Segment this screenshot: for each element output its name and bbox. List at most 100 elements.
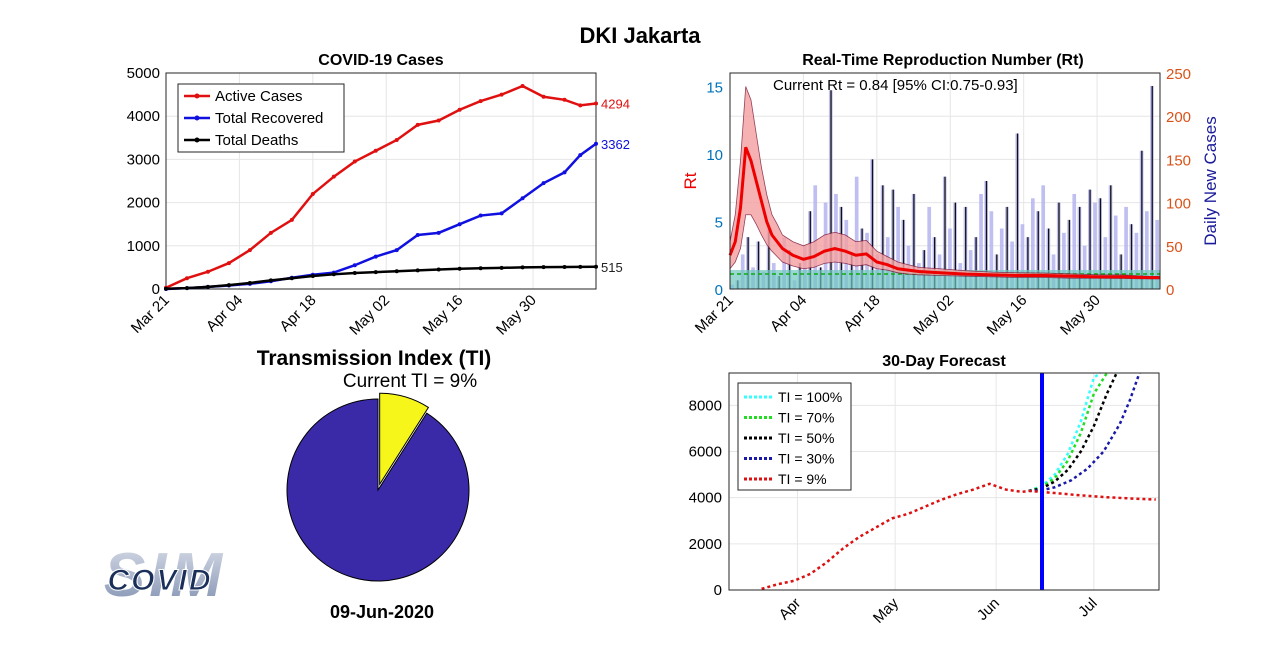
rt-y-tick-label: 15	[706, 80, 723, 97]
cases-point	[352, 263, 357, 268]
cases-x-ticks: Mar 21 Apr 04 Apr 18 May 02 May 16 May 30	[128, 292, 540, 339]
cases-point	[562, 97, 567, 102]
forecast-chart: 30-Day Forecast 0 2000 4000 6000 8000 Apr May…	[689, 353, 1160, 627]
forecast-y-tick-label: 2000	[689, 536, 722, 553]
cases-point	[594, 264, 598, 269]
cases-point	[289, 276, 294, 281]
cases-end-label: 515	[601, 260, 623, 275]
forecast-x-tick-label: Jul	[1075, 595, 1101, 621]
forecast-x-tick-label: Apr	[776, 595, 805, 624]
legend-active-label: Active Cases	[215, 88, 303, 105]
rt-y-tick-label-right: 200	[1166, 109, 1191, 126]
rt-y-ticks: 0 5 10 15	[706, 80, 723, 300]
cases-point	[310, 274, 315, 279]
cases-y-tick-label: 2000	[127, 195, 160, 212]
rt-daily-bar	[989, 211, 994, 289]
rt-daily-bar	[854, 176, 859, 289]
cases-point	[594, 141, 598, 146]
cases-point	[352, 159, 357, 164]
forecast-x-ticks: Apr May Jun Jul	[776, 594, 1101, 626]
rt-axes-box	[729, 72, 1161, 290]
rt-daily-bar	[1144, 211, 1149, 289]
rt-daily-bar	[1030, 198, 1035, 289]
ti-pie-slice-rest	[286, 398, 470, 582]
cases-x-tick-label: Apr 04	[203, 292, 246, 335]
cases-point	[331, 272, 336, 277]
cases-chart-title: COVID-19 Cases	[318, 52, 443, 69]
cases-point	[289, 217, 294, 222]
legend-recovered-marker	[194, 115, 200, 121]
cases-point	[541, 94, 546, 99]
legend-deaths-marker	[194, 137, 200, 143]
cases-series	[164, 83, 598, 291]
rt-x-tick-label: Apr 04	[767, 292, 810, 335]
rt-daily-bar	[1093, 202, 1097, 289]
forecast-legend-label: TI = 70%	[778, 410, 834, 426]
cases-axes-box	[165, 72, 597, 290]
cases-end-label: 4294	[601, 96, 630, 111]
cases-point	[594, 101, 598, 106]
cases-point	[184, 276, 189, 281]
ti-pie-slice-ti	[379, 392, 430, 486]
legend-active-marker	[194, 93, 200, 99]
rt-y-tick-label: 0	[715, 282, 723, 299]
ti-pie-chart: Transmission Index (TI) Current TI = 9% …	[257, 347, 492, 622]
forecast-axes-box	[728, 372, 1160, 591]
rt-daily-bar	[927, 206, 932, 289]
cases-point	[520, 265, 525, 270]
cases-point	[520, 196, 525, 201]
cases-point	[331, 174, 336, 179]
cases-point	[499, 211, 504, 216]
cases-point	[247, 248, 252, 253]
cases-point	[499, 92, 504, 97]
rt-y-tick-label: 5	[715, 215, 723, 232]
ti-pie	[286, 392, 470, 582]
cases-point	[478, 213, 483, 218]
rt-y-tick-label-right: 250	[1166, 66, 1191, 83]
forecast-y-tick-label: 4000	[689, 490, 722, 507]
logo-sim-glyphs: SIM	[104, 541, 226, 610]
forecast-line-ti-3	[1028, 372, 1141, 493]
cases-point	[415, 268, 420, 273]
cases-point	[478, 99, 483, 104]
cases-point	[205, 269, 210, 274]
cases-point	[205, 284, 210, 289]
cases-point	[184, 286, 189, 291]
rt-daily-bar	[1072, 193, 1077, 289]
cases-y-tick-label: 0	[152, 281, 160, 298]
cases-end-labels: 4294 3362 515	[601, 96, 630, 274]
forecast-legend-label: TI = 30%	[778, 451, 834, 467]
cases-y-tick-label: 5000	[127, 65, 160, 82]
cases-point	[562, 170, 567, 175]
cases-y-tick-label: 1000	[127, 238, 160, 255]
rt-line	[728, 146, 1160, 280]
rt-daily-bar	[1134, 232, 1139, 289]
rt-x-tick-label: May 16	[984, 292, 1031, 339]
rt-x-tick-label: Apr 18	[840, 292, 883, 335]
forecast-y-tick-label: 0	[714, 582, 722, 599]
cases-point	[436, 118, 441, 123]
cases-x-tick-label: May 30	[493, 292, 540, 339]
rt-daily-bar	[1155, 219, 1159, 289]
forecast-x-tick-label: Jun	[974, 595, 1003, 624]
cases-point	[578, 103, 583, 108]
cases-point	[226, 283, 231, 288]
rt-daily-bar	[813, 185, 818, 289]
forecast-legend-label: TI = 9%	[778, 471, 827, 487]
cases-legend: Active Cases Total Recovered Total Death…	[177, 83, 345, 153]
cases-point	[499, 265, 504, 270]
cases-point	[478, 266, 483, 271]
cases-point	[415, 122, 420, 127]
forecast-y-ticks: 0 2000 4000 6000 8000	[689, 397, 722, 599]
rt-y-ticks-right: 0 50 100 150 200 250	[1166, 66, 1191, 299]
cases-point	[394, 248, 399, 253]
forecast-legend-label: TI = 50%	[778, 430, 834, 446]
rt-daily-bar	[1103, 237, 1108, 289]
cases-point	[394, 269, 399, 274]
cases-point	[394, 137, 399, 142]
cases-point	[436, 230, 441, 235]
cases-point	[541, 181, 546, 186]
rt-chart-title: Real-Time Reproduction Number (Rt)	[802, 52, 1084, 69]
cases-y-tick-label: 4000	[127, 108, 160, 125]
cases-end-label: 3362	[601, 137, 630, 152]
